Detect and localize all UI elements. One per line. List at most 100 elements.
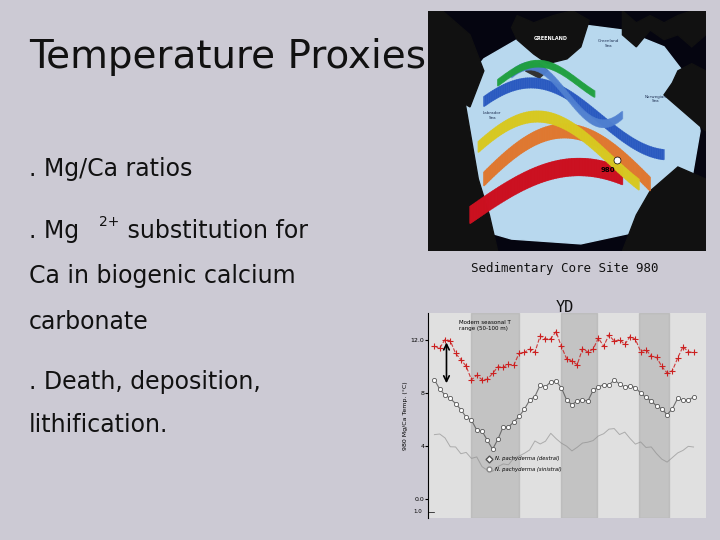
Polygon shape xyxy=(587,134,589,146)
Polygon shape xyxy=(617,127,618,138)
Polygon shape xyxy=(538,130,539,144)
Polygon shape xyxy=(539,79,540,89)
Polygon shape xyxy=(504,121,506,132)
Polygon shape xyxy=(606,139,608,153)
Polygon shape xyxy=(593,90,595,97)
Polygon shape xyxy=(487,194,488,212)
Polygon shape xyxy=(585,111,586,119)
Polygon shape xyxy=(502,85,504,95)
Polygon shape xyxy=(591,89,593,96)
Polygon shape xyxy=(554,161,557,178)
Polygon shape xyxy=(508,180,510,198)
Polygon shape xyxy=(603,137,605,151)
Polygon shape xyxy=(522,113,523,124)
Polygon shape xyxy=(491,91,493,102)
Polygon shape xyxy=(580,107,582,116)
Polygon shape xyxy=(647,174,649,189)
Polygon shape xyxy=(623,167,706,251)
Polygon shape xyxy=(615,165,616,182)
Polygon shape xyxy=(500,155,503,170)
Polygon shape xyxy=(598,144,600,156)
Polygon shape xyxy=(554,64,555,71)
Polygon shape xyxy=(621,151,624,165)
Polygon shape xyxy=(513,145,514,160)
Polygon shape xyxy=(500,86,502,96)
Polygon shape xyxy=(528,134,529,149)
Text: N. pachyderma (sinistral): N. pachyderma (sinistral) xyxy=(495,467,562,472)
Text: Modern seasonal T
range (50-100 m): Modern seasonal T range (50-100 m) xyxy=(459,320,510,330)
Polygon shape xyxy=(473,204,474,221)
Polygon shape xyxy=(623,11,706,47)
Polygon shape xyxy=(588,104,590,115)
Polygon shape xyxy=(518,176,519,193)
Polygon shape xyxy=(634,161,635,176)
Polygon shape xyxy=(620,163,621,175)
Polygon shape xyxy=(580,98,582,109)
Polygon shape xyxy=(546,70,548,78)
Polygon shape xyxy=(499,78,500,85)
Polygon shape xyxy=(558,124,559,138)
Polygon shape xyxy=(513,178,515,195)
Polygon shape xyxy=(516,66,517,75)
Polygon shape xyxy=(541,111,544,122)
Polygon shape xyxy=(513,68,515,75)
Polygon shape xyxy=(492,191,493,209)
Polygon shape xyxy=(579,127,580,139)
Polygon shape xyxy=(621,164,623,177)
Polygon shape xyxy=(536,63,537,71)
Polygon shape xyxy=(480,139,482,151)
Polygon shape xyxy=(508,83,509,93)
Polygon shape xyxy=(495,89,497,99)
Polygon shape xyxy=(608,120,609,131)
Polygon shape xyxy=(470,206,472,224)
Polygon shape xyxy=(492,163,494,178)
Polygon shape xyxy=(539,111,540,122)
Polygon shape xyxy=(576,159,577,176)
Polygon shape xyxy=(603,161,604,179)
Polygon shape xyxy=(523,63,525,70)
Polygon shape xyxy=(491,130,493,141)
Polygon shape xyxy=(613,124,615,136)
Polygon shape xyxy=(481,198,482,216)
Polygon shape xyxy=(633,138,635,149)
Polygon shape xyxy=(553,125,554,139)
Polygon shape xyxy=(474,202,476,220)
Polygon shape xyxy=(564,159,565,177)
Polygon shape xyxy=(550,162,552,179)
Polygon shape xyxy=(567,90,570,100)
Polygon shape xyxy=(528,170,530,187)
Polygon shape xyxy=(558,81,559,90)
Polygon shape xyxy=(595,160,596,177)
Polygon shape xyxy=(482,138,483,150)
Polygon shape xyxy=(544,68,545,76)
Polygon shape xyxy=(539,65,541,73)
Polygon shape xyxy=(509,118,510,130)
Text: N. pachyderma (dextral): N. pachyderma (dextral) xyxy=(495,456,559,461)
Polygon shape xyxy=(533,63,534,70)
Polygon shape xyxy=(580,81,581,88)
Polygon shape xyxy=(618,166,619,184)
Bar xyxy=(561,313,597,518)
Polygon shape xyxy=(540,111,541,122)
Polygon shape xyxy=(664,64,706,131)
Polygon shape xyxy=(622,131,624,142)
Polygon shape xyxy=(618,114,620,122)
Bar xyxy=(471,313,519,518)
Polygon shape xyxy=(520,65,521,71)
Polygon shape xyxy=(526,63,527,70)
Polygon shape xyxy=(563,124,564,138)
Polygon shape xyxy=(510,179,511,197)
Polygon shape xyxy=(526,171,527,189)
Polygon shape xyxy=(570,159,572,176)
Polygon shape xyxy=(553,64,554,70)
Polygon shape xyxy=(603,120,604,127)
Polygon shape xyxy=(487,93,490,104)
Polygon shape xyxy=(516,66,518,73)
Polygon shape xyxy=(581,159,582,176)
Polygon shape xyxy=(477,200,480,218)
Polygon shape xyxy=(575,101,576,110)
Polygon shape xyxy=(610,119,611,126)
Polygon shape xyxy=(567,72,569,79)
Polygon shape xyxy=(509,82,511,92)
Polygon shape xyxy=(555,83,557,93)
